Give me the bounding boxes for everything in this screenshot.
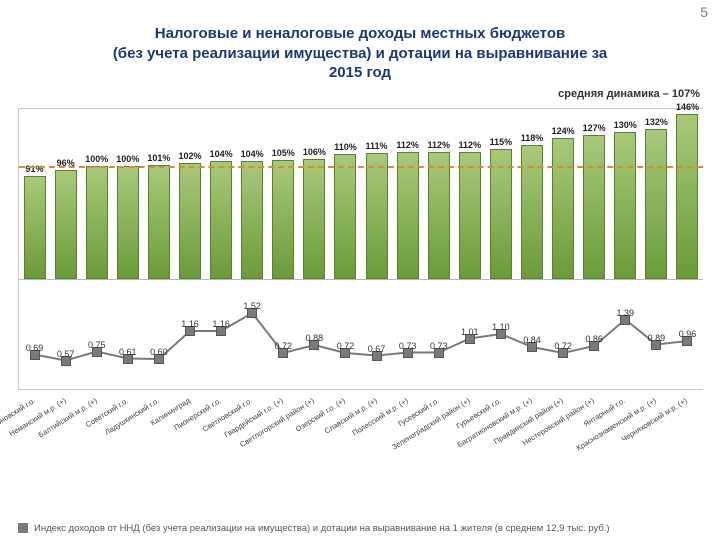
title-line: 2015 год [329,64,391,81]
title-line: Налоговые и неналоговые доходы местных б… [155,25,565,42]
page-number: 5 [700,4,708,20]
line-label: 0.72 [337,341,355,351]
legend-text: Индекс доходов от ННД (без учета реализа… [34,523,610,534]
chart-title: Налоговые и неналоговые доходы местных б… [40,24,680,83]
line-label: 0.60 [150,347,168,357]
combo-chart: 91%96%100%100%101%102%104%104%105%106%11… [18,108,702,478]
line-label: 1.39 [617,308,635,318]
line-label: 0.86 [585,334,603,344]
line-label: 0.84 [523,335,541,345]
line-label: 0.67 [368,344,386,354]
subtitle: средняя динамика – 107% [558,88,700,100]
line-label: 0.57 [57,349,75,359]
line-label: 0.89 [648,333,666,343]
line-label: 1.16 [212,319,230,329]
line-label: 0.96 [679,329,697,339]
line-label: 0.73 [399,341,417,351]
line-label: 0.72 [275,341,293,351]
legend-swatch [18,523,28,533]
title-line: (без учета реализации имущества) и дотац… [113,45,607,62]
line-label: 0.75 [88,340,106,350]
legend: Индекс доходов от ННД (без учета реализа… [18,523,710,534]
line-label: 1.52 [243,301,261,311]
plot-area: 91%96%100%100%101%102%104%104%105%106%11… [18,108,703,390]
line-label: 1.16 [181,319,199,329]
line-label: 1.10 [492,322,510,332]
line-label: 0.69 [26,343,44,353]
line-label: 0.73 [430,341,448,351]
line-label: 0.61 [119,347,137,357]
line-label: 0.88 [306,333,324,343]
category-axis: Мамоновский г.о.Неманский м.р. (+)Балтий… [18,388,702,458]
line-label: 0.72 [554,341,572,351]
line-label: 1.01 [461,327,479,337]
